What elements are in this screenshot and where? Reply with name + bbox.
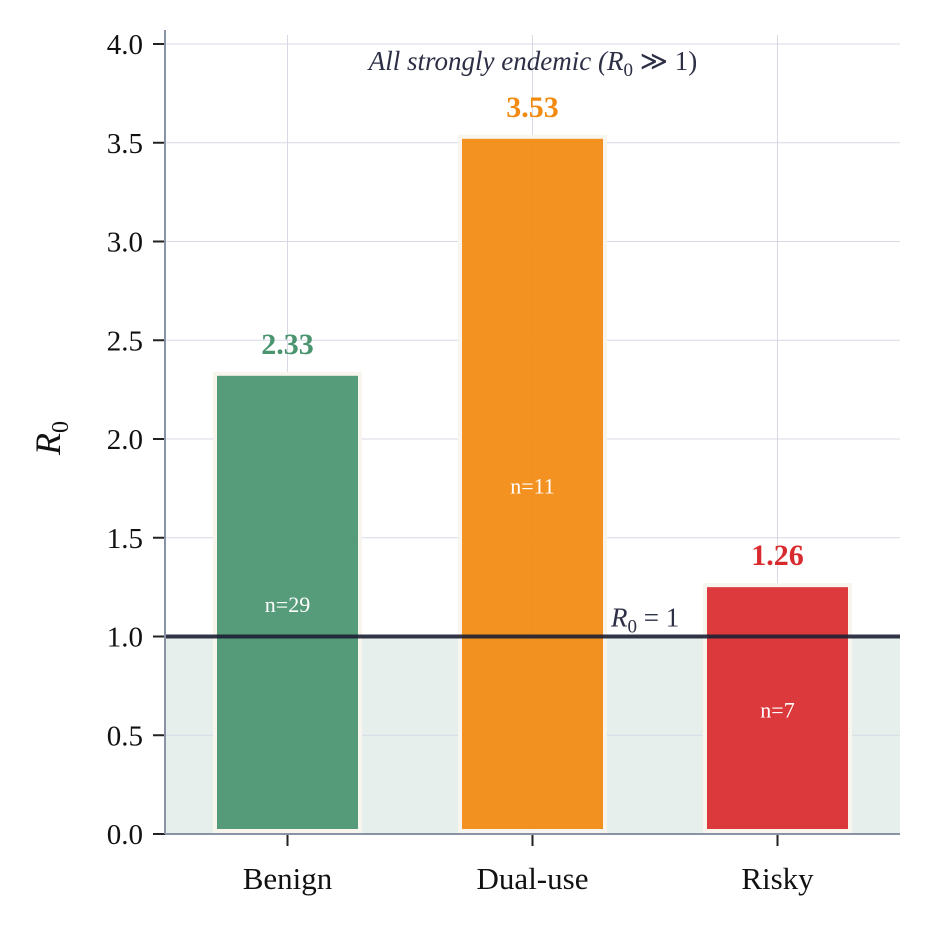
y-tick-label: 3.0	[107, 227, 143, 259]
bar-benign	[213, 371, 362, 833]
x-tick-label: Dual-use	[477, 861, 589, 896]
reference-line-label: R0 = 1	[610, 603, 679, 638]
y-tick-label: 2.5	[107, 325, 143, 357]
bar-value-label: 2.33	[261, 328, 314, 361]
bar-value-label: 1.26	[751, 539, 804, 572]
bar-count-label: n=7	[760, 698, 794, 723]
y-tick-label: 1.5	[107, 523, 143, 555]
y-tick-label: 4.0	[107, 29, 143, 61]
x-tick-label: Risky	[741, 861, 814, 896]
bar-dual-use	[458, 134, 607, 833]
bar-value-label: 3.53	[506, 91, 559, 124]
x-tick-label: Benign	[243, 861, 333, 896]
y-tick-label: 0.0	[107, 819, 143, 851]
bar-risky	[703, 583, 852, 834]
bar-count-label: n=11	[510, 473, 555, 498]
y-tick-label: 0.5	[107, 720, 143, 752]
labels: 0.0 0.5 1.0 1.5 2.0 2.5 3.0 3.5 4.0 2.33 n=29 Benig…	[107, 29, 814, 896]
bars	[213, 134, 852, 834]
annotation-prefix: All strongly endemic (	[367, 46, 609, 76]
bar-count-label: n=29	[265, 592, 310, 617]
y-tick-label: 1.0	[107, 622, 143, 654]
y-tick-label: 3.5	[107, 128, 143, 160]
axes	[153, 30, 900, 846]
y-axis-label: R0	[28, 421, 74, 456]
y-tick-label: 2.0	[107, 424, 143, 456]
chart-annotation: All strongly endemic (R0 ≫ 1)	[367, 46, 697, 81]
